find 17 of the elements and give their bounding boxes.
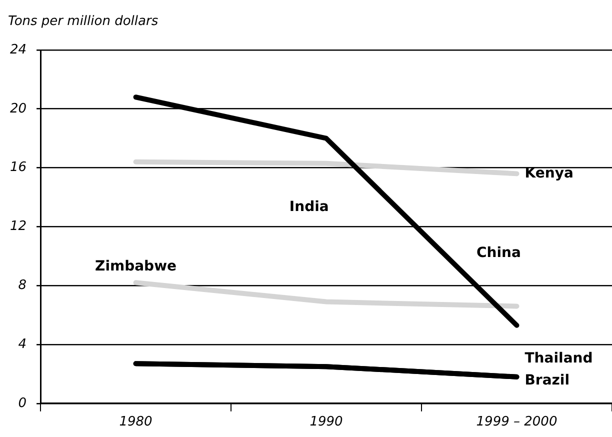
series-label: China <box>476 244 521 261</box>
y-tick-label: 12 <box>10 219 27 234</box>
annotation: India <box>289 198 329 215</box>
series-label: Zimbabwe <box>95 258 177 274</box>
y-tick-label: 8 <box>18 278 27 293</box>
y-tick-label: 16 <box>10 160 27 176</box>
y-tick-label: 24 <box>10 42 27 58</box>
series-label: Kenya <box>524 165 574 182</box>
x-tick-label: 1990 <box>310 414 343 430</box>
series-label: Brazil <box>524 372 570 389</box>
y-tick-label: 20 <box>10 101 27 116</box>
x-tick-label: 1980 <box>119 414 152 430</box>
x-tick-label: 1999 – 2000 <box>476 414 558 430</box>
y-tick-label: 4 <box>18 336 27 352</box>
series-label: Thailand <box>524 350 593 367</box>
y-tick-label: 0 <box>18 396 27 411</box>
y-axis-title: Tons per million dollars <box>8 14 158 29</box>
